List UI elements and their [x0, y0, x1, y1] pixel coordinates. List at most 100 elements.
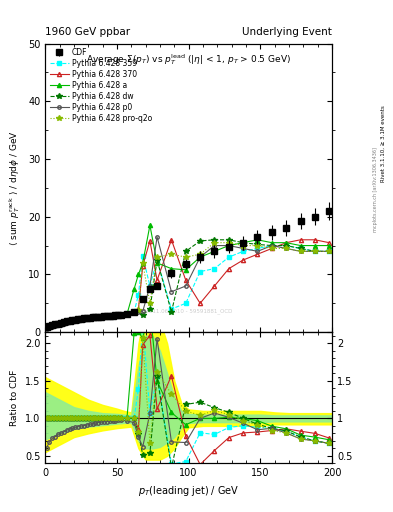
Pythia 6.428 pro-q2o [147, 300, 152, 306]
Pythia 6.428 a [116, 312, 121, 318]
Pythia 6.428 dw [136, 308, 141, 314]
Pythia 6.428 359 [56, 321, 61, 327]
Pythia 6.428 370 [99, 313, 103, 319]
Pythia 6.428 dw [132, 309, 136, 315]
Pythia 6.428 pro-q2o [64, 318, 69, 324]
Pythia 6.428 359 [107, 313, 112, 319]
Pythia 6.428 a [84, 315, 89, 321]
Text: mcplots.cern.ch [arXiv:1306.3436]: mcplots.cern.ch [arXiv:1306.3436] [373, 147, 378, 232]
Pythia 6.428 359 [96, 314, 101, 320]
Pythia 6.428 370 [93, 314, 98, 320]
Pythia 6.428 pro-q2o [119, 312, 123, 318]
Legend: CDF, Pythia 6.428 359, Pythia 6.428 370, Pythia 6.428 a, Pythia 6.428 dw, Pythia: CDF, Pythia 6.428 359, Pythia 6.428 370,… [48, 46, 154, 125]
Pythia 6.428 a [44, 324, 49, 330]
Pythia 6.428 359 [241, 248, 246, 254]
Pythia 6.428 p0 [327, 248, 332, 254]
Pythia 6.428 dw [125, 311, 129, 317]
Pythia 6.428 a [79, 316, 83, 322]
Pythia 6.428 p0 [102, 314, 107, 320]
Pythia 6.428 pro-q2o [270, 245, 274, 251]
Pythia 6.428 a [169, 266, 174, 272]
Line: Pythia 6.428 370: Pythia 6.428 370 [44, 238, 331, 329]
Pythia 6.428 370 [198, 300, 202, 306]
Pythia 6.428 a [50, 322, 55, 328]
Pythia 6.428 pro-q2o [47, 323, 52, 329]
Pythia 6.428 359 [312, 248, 317, 254]
Pythia 6.428 pro-q2o [226, 240, 231, 246]
Pythia 6.428 370 [64, 318, 69, 324]
Pythia 6.428 370 [136, 306, 141, 312]
Pythia 6.428 359 [198, 268, 202, 274]
Pythia 6.428 pro-q2o [82, 315, 86, 322]
Pythia 6.428 p0 [116, 312, 121, 318]
Pythia 6.428 dw [312, 248, 317, 254]
Pythia 6.428 pro-q2o [169, 251, 174, 258]
Pythia 6.428 370 [105, 313, 109, 319]
Pythia 6.428 pro-q2o [56, 321, 61, 327]
Pythia 6.428 p0 [44, 326, 49, 332]
Pythia 6.428 a [125, 311, 129, 317]
Pythia 6.428 p0 [241, 245, 246, 251]
Pythia 6.428 p0 [136, 309, 141, 315]
Pythia 6.428 p0 [125, 312, 129, 318]
Pythia 6.428 p0 [270, 243, 274, 249]
Pythia 6.428 p0 [67, 319, 72, 325]
Pythia 6.428 a [298, 243, 303, 249]
Pythia 6.428 370 [132, 309, 136, 315]
Pythia 6.428 359 [99, 313, 103, 319]
Pythia 6.428 dw [116, 312, 121, 318]
Pythia 6.428 pro-q2o [132, 309, 136, 315]
Pythia 6.428 dw [99, 313, 103, 319]
Pythia 6.428 pro-q2o [50, 322, 55, 328]
Pythia 6.428 pro-q2o [212, 240, 217, 246]
Pythia 6.428 359 [184, 300, 188, 306]
Pythia 6.428 359 [82, 315, 86, 322]
Pythia 6.428 pro-q2o [44, 324, 49, 330]
Line: Pythia 6.428 359: Pythia 6.428 359 [45, 244, 331, 329]
Pythia 6.428 a [119, 312, 123, 318]
Pythia 6.428 dw [44, 324, 49, 330]
Pythia 6.428 370 [212, 283, 217, 289]
Pythia 6.428 pro-q2o [99, 313, 103, 319]
Pythia 6.428 a [132, 286, 136, 292]
Pythia 6.428 dw [241, 240, 246, 246]
Pythia 6.428 a [73, 316, 78, 323]
Pythia 6.428 a [113, 312, 118, 318]
Pythia 6.428 pro-q2o [255, 243, 260, 249]
Pythia 6.428 359 [76, 316, 81, 322]
Pythia 6.428 dw [61, 319, 66, 325]
Pythia 6.428 359 [102, 313, 107, 319]
Pythia 6.428 359 [67, 317, 72, 324]
Pythia 6.428 370 [110, 312, 115, 318]
Pythia 6.428 pro-q2o [198, 251, 202, 258]
Pythia 6.428 a [255, 237, 260, 243]
Pythia 6.428 370 [56, 321, 61, 327]
Pythia 6.428 a [53, 322, 58, 328]
Pythia 6.428 pro-q2o [76, 316, 81, 322]
Pythia 6.428 pro-q2o [327, 248, 332, 254]
Pythia 6.428 370 [82, 315, 86, 322]
Pythia 6.428 p0 [255, 248, 260, 254]
Pythia 6.428 p0 [84, 316, 89, 323]
Pythia 6.428 359 [298, 245, 303, 251]
Pythia 6.428 370 [107, 313, 112, 319]
Text: 1960 GeV ppbar: 1960 GeV ppbar [45, 27, 130, 37]
Pythia 6.428 pro-q2o [184, 254, 188, 260]
Pythia 6.428 dw [155, 257, 160, 263]
Pythia 6.428 p0 [298, 248, 303, 254]
Pythia 6.428 pro-q2o [140, 260, 145, 266]
Pythia 6.428 dw [56, 321, 61, 327]
Pythia 6.428 dw [47, 323, 52, 329]
Pythia 6.428 pro-q2o [102, 313, 107, 319]
Pythia 6.428 370 [284, 240, 288, 246]
Pythia 6.428 359 [169, 306, 174, 312]
Pythia 6.428 p0 [76, 317, 81, 324]
Pythia 6.428 pro-q2o [113, 312, 118, 318]
Pythia 6.428 370 [298, 237, 303, 243]
Pythia 6.428 359 [327, 248, 332, 254]
Pythia 6.428 p0 [107, 313, 112, 319]
Pythia 6.428 p0 [169, 289, 174, 295]
Pythia 6.428 370 [53, 322, 58, 328]
Pythia 6.428 p0 [87, 316, 92, 322]
Pythia 6.428 pro-q2o [70, 317, 75, 323]
